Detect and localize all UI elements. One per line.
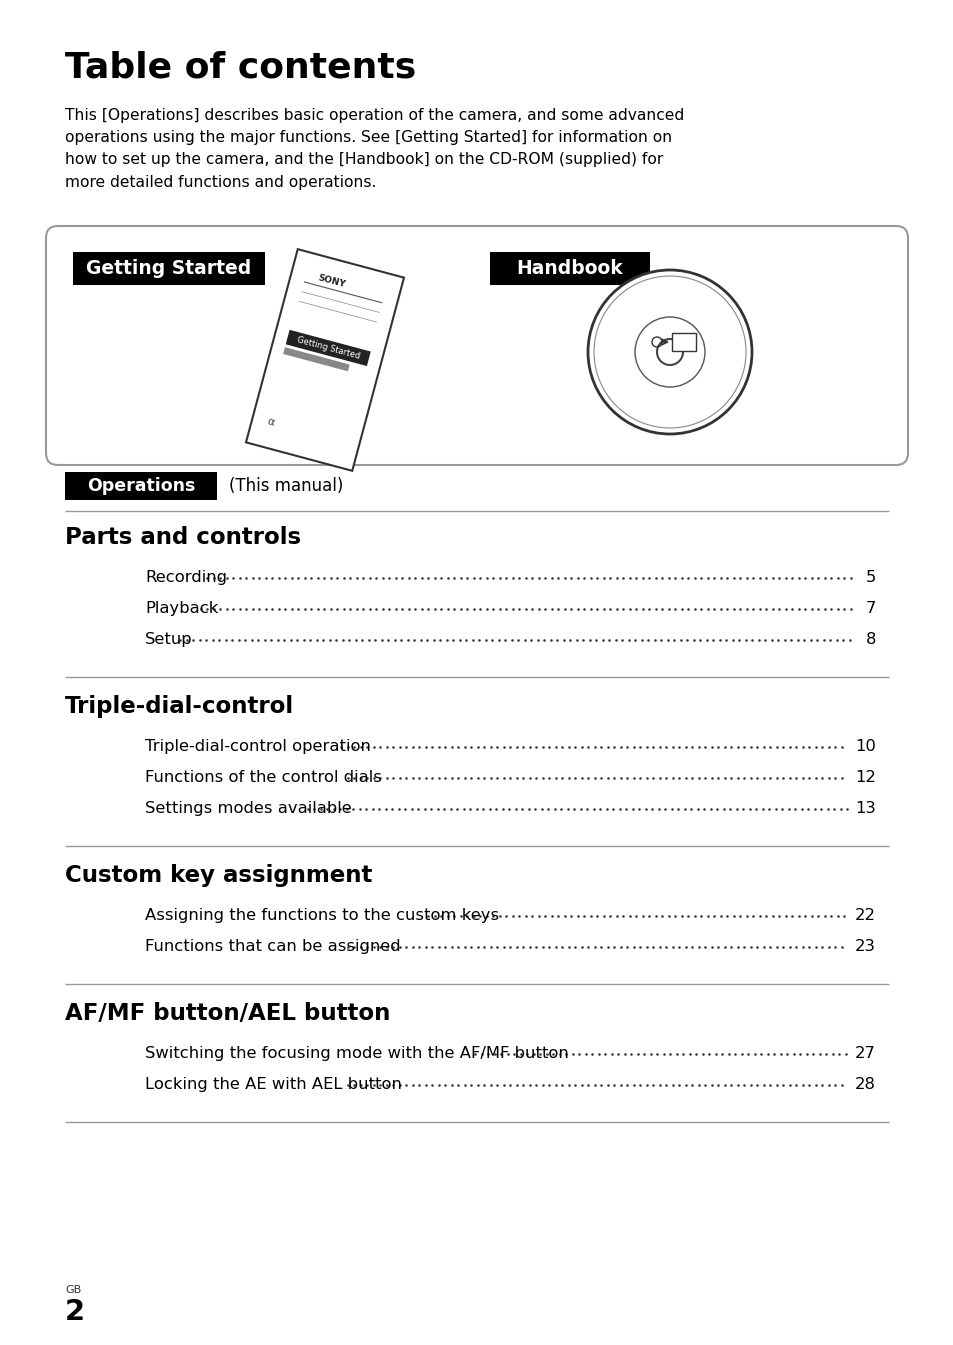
Text: α: α: [266, 417, 275, 428]
Text: 13: 13: [854, 802, 875, 816]
Text: Getting Started: Getting Started: [87, 260, 252, 278]
Text: Assigning the functions to the custom keys: Assigning the functions to the custom ke…: [145, 908, 498, 923]
Text: 28: 28: [854, 1077, 875, 1092]
Text: Recording: Recording: [145, 570, 227, 585]
Text: Table of contents: Table of contents: [65, 50, 416, 83]
Text: Operations: Operations: [87, 477, 195, 495]
Text: Functions that can be assigned: Functions that can be assigned: [145, 939, 400, 954]
Circle shape: [587, 270, 751, 434]
Text: 27: 27: [854, 1046, 875, 1061]
FancyBboxPatch shape: [46, 226, 907, 465]
Text: 23: 23: [854, 939, 875, 954]
Text: 2: 2: [65, 1298, 85, 1326]
Text: 7: 7: [864, 601, 875, 616]
FancyBboxPatch shape: [671, 334, 696, 351]
FancyBboxPatch shape: [65, 472, 216, 500]
Text: SONY: SONY: [317, 273, 347, 289]
Text: Custom key assignment: Custom key assignment: [65, 863, 372, 886]
Polygon shape: [286, 330, 371, 366]
Polygon shape: [246, 249, 403, 471]
Text: Triple-dial-control: Triple-dial-control: [65, 695, 294, 718]
Text: Handbook: Handbook: [517, 260, 622, 278]
FancyBboxPatch shape: [490, 252, 649, 285]
Text: Getting Started: Getting Started: [295, 336, 360, 362]
Polygon shape: [283, 347, 350, 371]
Text: Triple-dial-control operation: Triple-dial-control operation: [145, 738, 371, 755]
Text: 22: 22: [854, 908, 875, 923]
Circle shape: [657, 339, 682, 364]
Text: 8: 8: [864, 632, 875, 647]
Text: Functions of the control dials: Functions of the control dials: [145, 769, 381, 785]
Text: AF/MF button/AEL button: AF/MF button/AEL button: [65, 1002, 390, 1025]
Text: 10: 10: [854, 738, 875, 755]
Text: Parts and controls: Parts and controls: [65, 526, 301, 549]
Text: 5: 5: [864, 570, 875, 585]
Text: Locking the AE with AEL button: Locking the AE with AEL button: [145, 1077, 401, 1092]
Text: 12: 12: [854, 769, 875, 785]
Text: Setup: Setup: [145, 632, 193, 647]
Text: Switching the focusing mode with the AF/MF button: Switching the focusing mode with the AF/…: [145, 1046, 568, 1061]
Text: Playback: Playback: [145, 601, 218, 616]
Text: This [Operations] describes basic operation of the camera, and some advanced
ope: This [Operations] describes basic operat…: [65, 108, 683, 190]
Text: GB: GB: [65, 1284, 81, 1295]
FancyBboxPatch shape: [73, 252, 265, 285]
Text: Settings modes available: Settings modes available: [145, 802, 352, 816]
Text: (This manual): (This manual): [229, 477, 343, 495]
